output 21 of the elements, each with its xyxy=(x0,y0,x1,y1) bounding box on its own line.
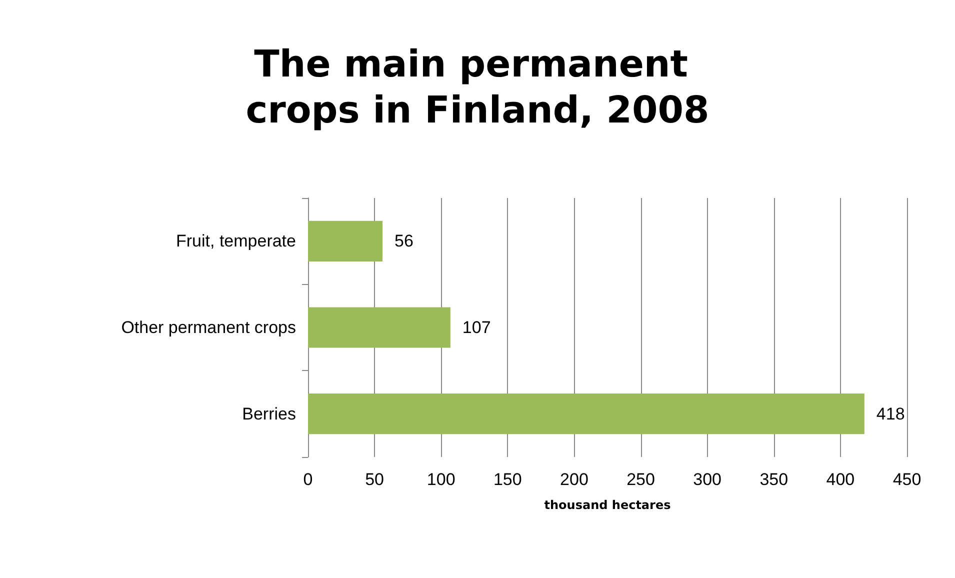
x-tick-label: 50 xyxy=(365,470,384,489)
bar xyxy=(308,220,383,262)
x-tick-label: 100 xyxy=(426,470,456,489)
y-tick-label: Berries xyxy=(242,404,296,424)
data-label: 107 xyxy=(462,318,491,337)
x-tick-label: 250 xyxy=(626,470,655,489)
x-tick-label: 150 xyxy=(493,470,522,489)
x-tick-label: 450 xyxy=(892,470,922,489)
data-label: 56 xyxy=(394,232,414,251)
x-tick-label: 300 xyxy=(693,470,722,489)
y-tick-label: Other permanent crops xyxy=(121,318,296,337)
data-label: 418 xyxy=(876,404,905,424)
x-axis-title: thousand hectares xyxy=(544,498,671,512)
x-tick-label: 400 xyxy=(826,470,855,489)
bar xyxy=(308,394,864,434)
x-tick-label: 350 xyxy=(760,470,788,489)
x-tick-label: 0 xyxy=(303,470,313,489)
bar xyxy=(308,307,450,348)
chart-title: The main permanent crops in Finland, 2008 xyxy=(246,42,710,132)
x-tick-label: 200 xyxy=(560,470,588,489)
y-tick-label: Fruit, temperate xyxy=(176,232,296,251)
